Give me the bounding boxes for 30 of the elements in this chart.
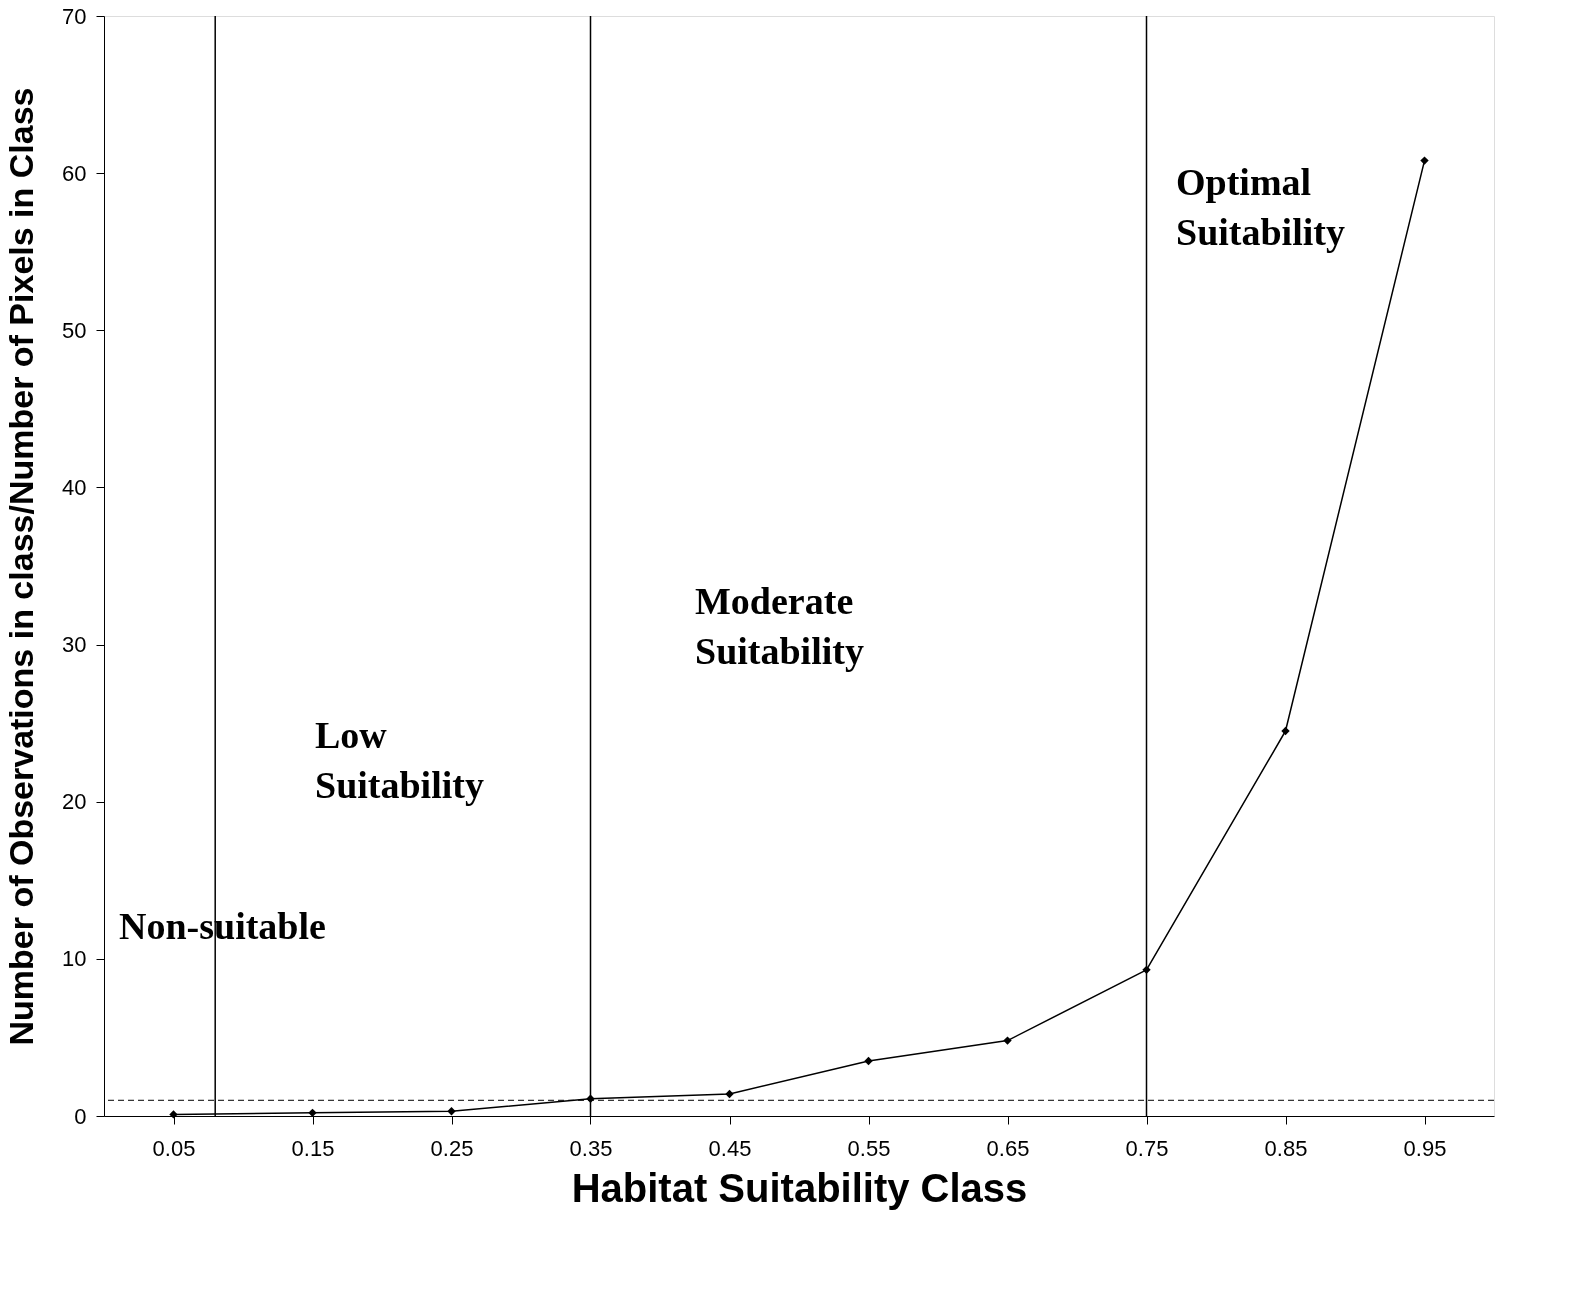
x-tick-label: 0.75 <box>1125 1135 1169 1161</box>
annotation: Moderate Suitability <box>695 580 864 672</box>
y-axis-title: Number of Observations in class/Number of Pixels in Class <box>2 87 41 1046</box>
x-tick-label: 0.25 <box>430 1135 474 1161</box>
y-tick-label: 50 <box>62 317 87 343</box>
y-tick-label: 40 <box>62 474 87 500</box>
point <box>864 1056 873 1066</box>
annotation: Optimal Suitability <box>1176 161 1345 253</box>
y-tick-label: 10 <box>62 946 87 972</box>
x-tick-label: 0.85 <box>1264 1135 1308 1161</box>
x-tick-label: 0.05 <box>152 1135 196 1161</box>
y-tick-label: 20 <box>62 789 87 815</box>
y-tick-label: 70 <box>62 3 87 29</box>
x-axis-title: Habitat Suitability Class <box>571 1165 1028 1210</box>
point <box>1281 726 1290 736</box>
x-tick-label: 0.45 <box>708 1135 752 1161</box>
annotation: Low Suitability <box>315 714 484 806</box>
y-tick-label: 0 <box>74 1103 87 1129</box>
point <box>1420 156 1429 165</box>
point <box>1003 1036 1012 1045</box>
x-tick-label: 0.15 <box>291 1135 335 1161</box>
x-tick-label: 0.35 <box>569 1135 613 1161</box>
x-tick-label: 0.55 <box>847 1135 891 1161</box>
point <box>725 1089 734 1099</box>
point <box>169 1110 178 1119</box>
point <box>447 1107 456 1116</box>
y-tick-label: 60 <box>62 160 87 186</box>
x-tick-label: 0.65 <box>986 1135 1030 1161</box>
x-tick-label: 0.95 <box>1403 1135 1447 1161</box>
y-tick-label: 30 <box>62 632 87 658</box>
